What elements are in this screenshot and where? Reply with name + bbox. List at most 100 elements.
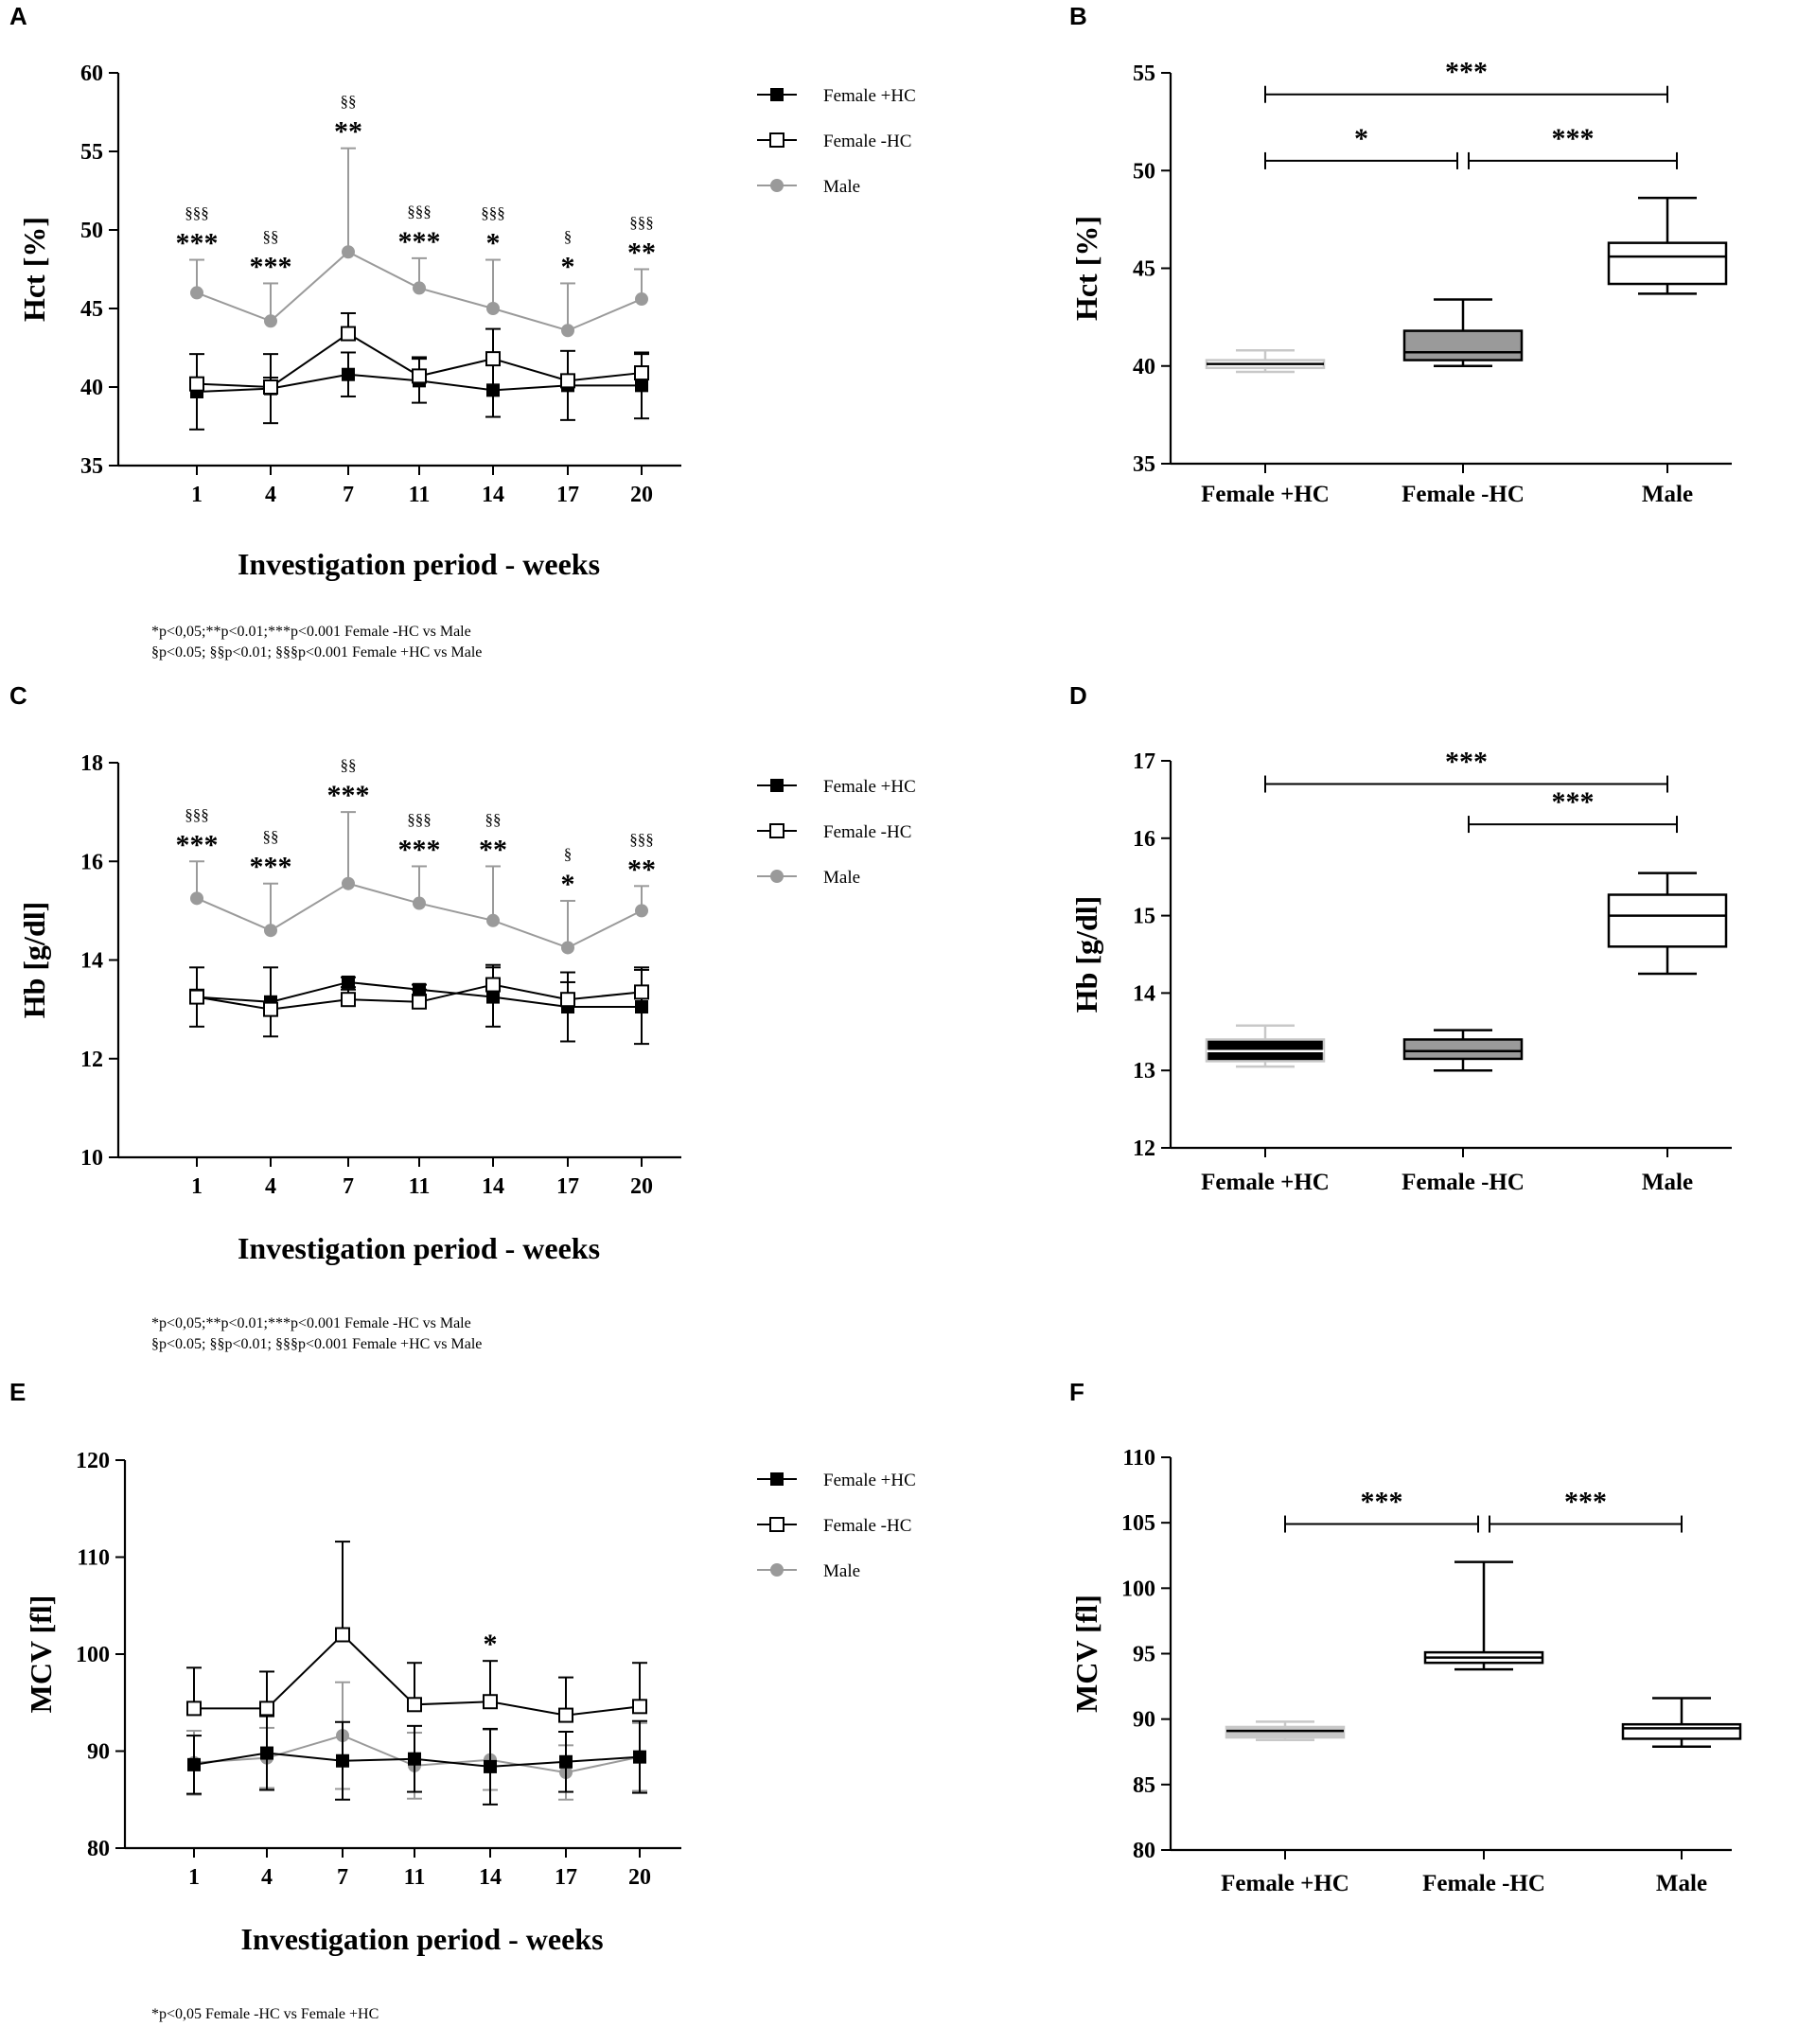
data-point (259, 1700, 274, 1717)
significance-stars: *** (250, 852, 292, 883)
footnote: *p<0,05;**p<0.01;***p<0.001 Female -HC v… (151, 1315, 471, 1331)
box-female-hc (1402, 298, 1524, 367)
bracket-label: *** (1445, 57, 1488, 88)
data-point (634, 365, 649, 381)
box-iqr (1607, 241, 1728, 286)
series-male (189, 147, 649, 338)
data-point (560, 992, 575, 1008)
box-male (1607, 872, 1728, 976)
y-tick-label: 90 (87, 1740, 110, 1765)
significance-stars: ** (627, 854, 656, 885)
x-tick-label: 7 (343, 1174, 354, 1199)
data-point (486, 383, 500, 397)
data-point (486, 990, 500, 1004)
significance-bracket: *** (1489, 1487, 1683, 1533)
y-tick-label: 35 (80, 454, 103, 479)
significance-stars: *** (176, 829, 219, 860)
significance-bracket: *** (1264, 747, 1668, 793)
category-label: Female -HC (1401, 1170, 1525, 1195)
significance-bracket: * (1264, 123, 1458, 169)
y-tick-label: 18 (80, 751, 103, 776)
y-tick-label: 105 (1121, 1511, 1155, 1536)
y-axis-title: Hb [g/dl] (1069, 896, 1103, 1013)
box-iqr (1607, 893, 1728, 948)
significance-bracket: *** (1468, 123, 1678, 169)
y-tick-label: 35 (1133, 452, 1155, 477)
x-tick-label: 14 (482, 483, 504, 507)
box-female-hc (1423, 1560, 1544, 1671)
data-point (189, 376, 204, 392)
data-point (342, 975, 355, 989)
panel-label-c: C (9, 681, 27, 710)
footnote: *p<0,05 Female -HC vs Female +HC (151, 2006, 379, 2022)
data-point (635, 904, 648, 918)
data-point (485, 351, 501, 367)
significance-sections: §§§ (185, 204, 209, 222)
data-point (186, 1700, 202, 1717)
data-point (335, 1627, 350, 1643)
y-tick-label: 90 (1133, 1708, 1155, 1733)
data-point (187, 1757, 201, 1771)
box-male (1607, 196, 1728, 295)
hb-box-plot: 12 13 14 15 16 17 Hb [g/dl] Female +HC Female -H… (1069, 747, 1732, 1195)
y-tick-label: 60 (80, 62, 103, 86)
data-point (558, 1707, 573, 1723)
x-tick-label: 11 (409, 483, 431, 507)
data-point (561, 324, 574, 338)
x-tick-label: 14 (479, 1865, 502, 1890)
series-female-hc (186, 1541, 647, 1723)
data-point (634, 984, 649, 1000)
x-tick-label: 4 (261, 1865, 273, 1890)
y-tick-label: 16 (80, 850, 103, 874)
data-point (342, 367, 355, 381)
y-tick-label: 120 (76, 1449, 110, 1473)
data-point (484, 1759, 497, 1773)
data-point (560, 373, 575, 389)
y-tick-label: 12 (1133, 1137, 1155, 1161)
legend-marker (770, 179, 784, 192)
category-label: Female -HC (1422, 1871, 1545, 1896)
data-point (635, 1000, 648, 1014)
legend-label: Female +HC (823, 86, 916, 106)
bracket-label: *** (1445, 747, 1488, 778)
significance-sections: §§§ (481, 204, 505, 222)
y-axis-title: MCV [fl] (1069, 1595, 1103, 1713)
category-label: Female +HC (1201, 482, 1330, 507)
legend-label: Female +HC (823, 1471, 916, 1490)
box-female-hc (1205, 1024, 1326, 1068)
x-tick-label: 4 (265, 1174, 276, 1199)
x-axis-title: Investigation period - weeks (238, 1231, 600, 1265)
y-tick-label: 50 (1133, 159, 1155, 184)
x-tick-label: 11 (409, 1174, 431, 1199)
legend-label: Female -HC (823, 1516, 911, 1536)
x-tick-label: 1 (188, 1865, 200, 1890)
bracket-label: *** (1552, 123, 1595, 154)
legend-label: Female -HC (823, 822, 911, 842)
legend-label: Male (823, 177, 860, 197)
significance-stars: * (561, 251, 575, 282)
data-point (635, 379, 648, 393)
panel-label-b: B (1069, 2, 1087, 30)
data-point (260, 1746, 273, 1760)
box-iqr (1225, 1725, 1346, 1739)
y-tick-label: 55 (1133, 62, 1155, 86)
x-tick-label: 1 (191, 1174, 203, 1199)
bracket-label: * (1354, 123, 1368, 154)
x-tick-label: 7 (343, 483, 354, 507)
significance-sections: §§§ (407, 203, 432, 220)
category-label: Male (1642, 482, 1693, 507)
category-label: Male (1656, 1871, 1707, 1896)
significance-stars: *** (398, 226, 441, 257)
category-label: Female +HC (1221, 1871, 1349, 1896)
significance-sections: §§§ (629, 214, 654, 232)
y-tick-label: 17 (1133, 749, 1155, 774)
x-tick-label: 20 (630, 483, 653, 507)
x-tick-label: 11 (404, 1865, 426, 1890)
y-tick-label: 50 (80, 219, 103, 243)
hct-box-plot: 35 40 45 50 55 Hct [%] Female +HC Female -HC Mal… (1069, 57, 1732, 507)
y-tick-label: 14 (80, 949, 103, 974)
data-point (412, 994, 427, 1010)
